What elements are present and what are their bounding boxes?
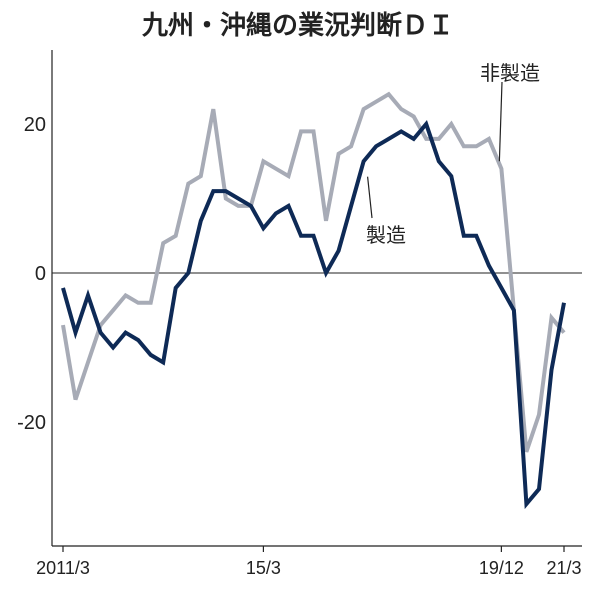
- series-label-leader: [498, 81, 503, 162]
- series-line: [61, 91, 566, 453]
- x-tick-label: 2011/3: [36, 558, 90, 578]
- chart-title: 九州・沖縄の業況判断ＤＩ: [141, 10, 454, 41]
- x-tick-label: 15/3: [246, 558, 281, 578]
- x-tick-label: 21/3: [546, 558, 581, 578]
- series-line: [61, 119, 566, 510]
- y-tick-labels: 20 0 -20: [17, 114, 46, 434]
- x-tick-label: 19/12: [479, 558, 524, 578]
- series-label-leader: [367, 176, 373, 219]
- y-tick-label: 20: [24, 114, 46, 136]
- series-label-text: 製造: [366, 223, 406, 247]
- x-tick-labels: 2011/3 15/3 19/12 21/3: [36, 546, 582, 578]
- series-label-text: 非製造: [480, 61, 540, 85]
- y-tick-label: -20: [17, 412, 46, 434]
- y-tick-label: 0: [35, 263, 46, 285]
- series-layer: [61, 91, 566, 510]
